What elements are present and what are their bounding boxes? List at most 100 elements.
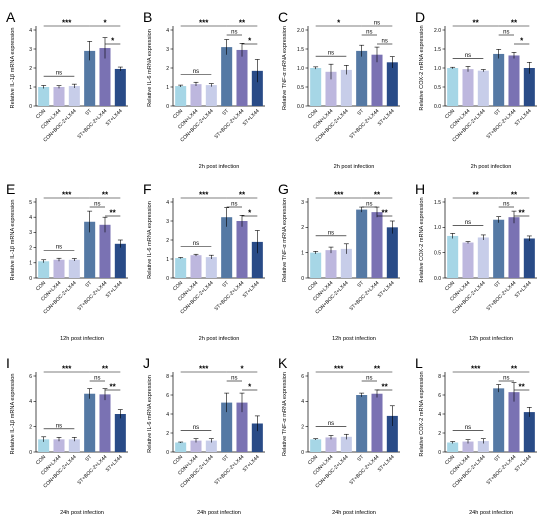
significance-label: ns xyxy=(193,425,199,431)
bar xyxy=(175,86,187,106)
significance-label: ns xyxy=(366,30,372,36)
significance-label: *** xyxy=(62,19,72,28)
x-tick-label: CON xyxy=(35,108,47,120)
x-tick-label: ST+LX44 xyxy=(105,454,124,473)
bar xyxy=(371,393,383,452)
y-axis-label: Relative COX-2 mRNA expression xyxy=(419,371,425,456)
significance-label: *** xyxy=(62,191,72,200)
y-axis-label: Relative IL-6 mRNA expression xyxy=(147,29,153,107)
significance-label: ns xyxy=(503,202,509,208)
panel-letter: K xyxy=(278,355,288,371)
bar xyxy=(462,69,474,106)
x-tick-label: CON xyxy=(35,454,47,466)
significance-label: ns xyxy=(94,202,100,208)
panel-footer: 2h post infection xyxy=(199,164,240,170)
y-tick-label: 2.0 xyxy=(434,28,441,34)
bar xyxy=(508,392,520,452)
significance-label: ns xyxy=(193,69,199,75)
significance-label: ** xyxy=(382,383,389,392)
bar xyxy=(340,436,352,452)
bar xyxy=(386,62,398,106)
y-tick-label: 0 xyxy=(166,276,169,282)
bar xyxy=(221,217,233,278)
bar xyxy=(477,237,489,278)
bar xyxy=(53,87,65,106)
significance-label: ns xyxy=(465,425,471,431)
bar xyxy=(508,55,520,106)
bar xyxy=(356,395,368,452)
bar xyxy=(356,209,368,278)
y-tick-label: 1.5 xyxy=(297,47,304,53)
bar xyxy=(236,402,248,452)
x-tick-label: ST+LX44 xyxy=(242,454,261,473)
x-tick-label: ST xyxy=(84,108,93,117)
significance-label: ns xyxy=(231,202,237,208)
x-tick-label: ST xyxy=(221,454,230,463)
y-axis-label: Relative COX-2 mRNA expression xyxy=(419,25,425,110)
y-axis-label: Relative IL-6 mRNA expression xyxy=(147,375,153,453)
significance-label: ns xyxy=(465,220,471,226)
significance-label: ** xyxy=(473,19,480,28)
significance-label: ** xyxy=(102,365,109,374)
y-tick-label: 1.0 xyxy=(434,225,441,231)
x-tick-label: CON xyxy=(444,280,456,292)
significance-label: ns xyxy=(381,39,387,45)
y-tick-label: 1.5 xyxy=(434,47,441,53)
x-tick-label: ST+LX44 xyxy=(377,280,396,299)
significance-label: ns xyxy=(328,51,334,57)
x-tick-label: ST+LX44 xyxy=(242,108,261,127)
panel-footer: 24h post infection xyxy=(469,510,513,516)
bar xyxy=(325,437,337,452)
significance-label: ** xyxy=(239,19,246,28)
bar xyxy=(53,259,65,278)
x-tick-label: CON xyxy=(35,280,47,292)
bar xyxy=(190,440,202,452)
y-axis-label: Relative TNF-α mRNA expression xyxy=(282,372,288,456)
bar xyxy=(221,402,233,452)
panel-letter: C xyxy=(278,9,288,25)
panel-letter: H xyxy=(415,181,425,197)
y-tick-label: 2 xyxy=(438,431,441,437)
panel-letter: B xyxy=(143,9,152,25)
significance-label: *** xyxy=(471,365,481,374)
significance-label: ns xyxy=(328,421,334,427)
x-tick-label: ST+LX44 xyxy=(514,454,533,473)
significance-label: * xyxy=(248,209,252,218)
bar xyxy=(251,241,263,278)
y-tick-label: 1.5 xyxy=(434,200,441,206)
y-tick-label: 3 xyxy=(166,219,169,225)
significance-label: ** xyxy=(110,209,117,218)
x-tick-label: ST+LX44 xyxy=(377,454,396,473)
panel-footer: 2h post infection xyxy=(199,336,240,342)
significance-label: ** xyxy=(511,365,518,374)
significance-label: ns xyxy=(56,245,62,251)
significance-label: * xyxy=(520,37,524,46)
bar xyxy=(325,250,337,278)
significance-label: ** xyxy=(519,383,526,392)
bar xyxy=(38,87,50,106)
bar xyxy=(447,442,459,452)
bar xyxy=(310,68,322,106)
bar xyxy=(236,221,248,278)
bar xyxy=(356,50,368,106)
y-tick-label: 0 xyxy=(29,104,32,110)
x-tick-label: ST xyxy=(84,280,93,289)
bar xyxy=(447,235,459,278)
panel-footer: 12h post infection xyxy=(332,336,376,342)
bar xyxy=(371,212,383,278)
bar xyxy=(523,68,535,106)
bar xyxy=(477,70,489,106)
significance-label: ns xyxy=(231,30,237,36)
x-tick-label: ST xyxy=(493,454,502,463)
y-tick-label: 2 xyxy=(166,431,169,437)
significance-label: ns xyxy=(366,376,372,382)
y-tick-label: 2 xyxy=(166,238,169,244)
chart-panel-e: E Relative IL-1β mRNA expression 0 1 2 3 4 5 CON… xyxy=(6,181,128,342)
bar xyxy=(462,242,474,278)
panel-letter: E xyxy=(6,181,15,197)
bar xyxy=(205,257,217,278)
panel-footer: 2h post infection xyxy=(334,164,375,170)
y-axis-label: Relative IL-1β mRNA expression xyxy=(10,374,16,455)
bar xyxy=(340,69,352,106)
